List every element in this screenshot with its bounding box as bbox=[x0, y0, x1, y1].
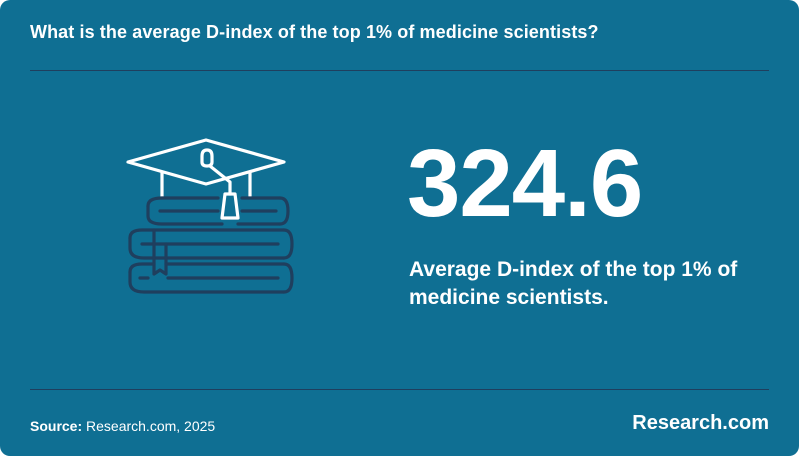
brand-logo: Research.com bbox=[632, 412, 769, 434]
stat-description: Average D-index of the top 1% of medicin… bbox=[409, 258, 738, 309]
bottom-divider bbox=[30, 389, 769, 390]
source-label: Source: bbox=[30, 418, 83, 434]
top-divider bbox=[30, 70, 769, 71]
graduation-cap-on-books-icon bbox=[126, 138, 294, 294]
card-title: What is the average D-index of the top 1… bbox=[30, 22, 599, 42]
source-text: Research.com, 2025 bbox=[86, 418, 216, 434]
source-citation: Source: Research.com, 2025 bbox=[30, 418, 215, 434]
stat-value: 324.6 bbox=[407, 130, 643, 237]
